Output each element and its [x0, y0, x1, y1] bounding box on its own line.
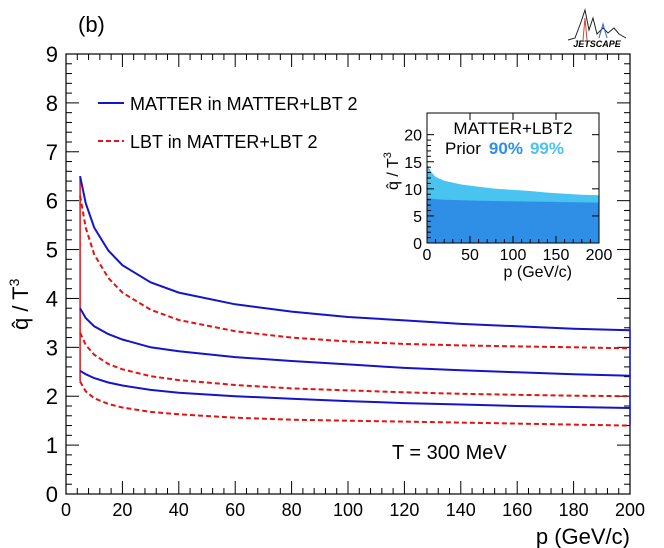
series-line: [79, 175, 631, 332]
series-line: [79, 332, 631, 398]
inset: 0 50 100 150 200 0 5 10 15 20 MATTER+LBT2 Prior 90…: [382, 106, 612, 281]
inset-bands: [427, 164, 599, 243]
main-series: [79, 175, 631, 427]
inset-legend-90: 90%: [489, 139, 523, 158]
inset-y-tick-label: 0: [413, 236, 422, 253]
inset-y-tick-label: 5: [413, 209, 422, 226]
main-y-axis-label-exponent: 3: [6, 278, 22, 286]
x-tick-label: 100: [333, 500, 363, 520]
series-line: [79, 381, 631, 427]
y-tick-label: 8: [46, 91, 58, 116]
x-tick-label: 20: [112, 500, 132, 520]
inset-y-axis-label-main: q̂ / T: [385, 158, 402, 190]
x-tick-label: 180: [559, 500, 589, 520]
inset-title: MATTER+LBT2: [453, 119, 572, 138]
inset-legend-99: 99%: [530, 139, 564, 158]
main-x-axis-label: p (GeV/c): [536, 524, 630, 548]
jetscape-logo: JETSCAPE: [567, 8, 627, 49]
inset-prior-legend: Prior 90% 99%: [445, 139, 564, 158]
main-y-axis-label-main: q̂ / T: [8, 286, 33, 330]
inset-x-tick-label: 50: [461, 247, 479, 264]
panel-label: (b): [78, 12, 105, 37]
temperature-annotation: T = 300 MeV: [392, 442, 507, 464]
series-line: [79, 195, 631, 350]
x-tick-label: 120: [389, 500, 419, 520]
y-tick-label: 6: [46, 189, 58, 214]
inset-y-axis-label: q̂ / T3: [382, 152, 402, 190]
y-tick-label: 5: [46, 238, 58, 263]
inset-y-tick-label: 10: [404, 182, 422, 199]
inset-x-tick-label: 100: [500, 247, 527, 264]
series-line: [79, 369, 631, 409]
inset-x-tick-label: 0: [423, 247, 432, 264]
x-tick-label: 80: [282, 500, 302, 520]
band-90: [427, 198, 599, 243]
y-tick-label: 4: [46, 286, 58, 311]
x-tick-label: 140: [446, 500, 476, 520]
legend-label-lbt: LBT in MATTER+LBT 2: [130, 132, 318, 152]
inset-axes: 0 50 100 150 200 0 5 10 15 20: [404, 113, 612, 264]
y-tick-label: 7: [46, 140, 58, 165]
inset-x-axis-label: p (GeV/c): [504, 264, 572, 281]
y-tick-label: 1: [46, 433, 58, 458]
logo-text: JETSCAPE: [573, 39, 622, 49]
main-y-axis-label: q̂ / T3: [6, 278, 33, 330]
x-tick-label: 200: [615, 500, 645, 520]
inset-x-tick-label: 150: [543, 247, 570, 264]
legend-label-matter: MATTER in MATTER+LBT 2: [130, 94, 358, 114]
series-line: [79, 307, 631, 377]
y-tick-label: 2: [46, 384, 58, 409]
inset-y-tick-label: 20: [404, 128, 422, 145]
legend: MATTER in MATTER+LBT 2 LBT in MATTER+LBT…: [98, 94, 358, 152]
y-tick-label: 0: [46, 482, 58, 507]
y-tick-label: 3: [46, 335, 58, 360]
inset-y-tick-label: 15: [404, 155, 422, 172]
inset-prior-label: Prior: [445, 139, 481, 158]
x-tick-label: 40: [169, 500, 189, 520]
y-tick-label: 9: [46, 42, 58, 67]
x-tick-label: 0: [61, 500, 71, 520]
x-tick-label: 160: [502, 500, 532, 520]
inset-x-tick-label: 200: [586, 247, 613, 264]
inset-y-axis-label-exponent: 3: [382, 152, 394, 158]
x-tick-label: 60: [225, 500, 245, 520]
